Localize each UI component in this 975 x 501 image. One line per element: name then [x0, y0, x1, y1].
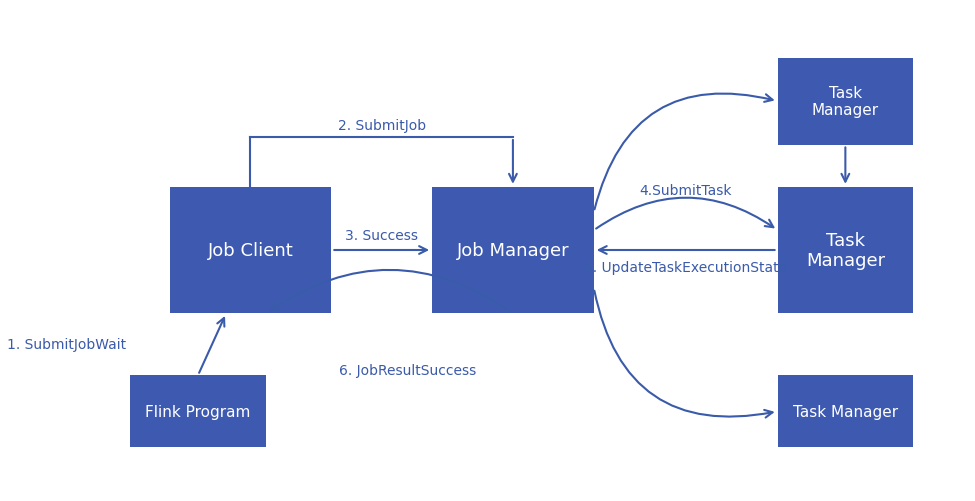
Text: Job Manager: Job Manager: [456, 241, 569, 260]
FancyBboxPatch shape: [170, 187, 332, 314]
Text: Job Client: Job Client: [208, 241, 293, 260]
Text: Task
Manager: Task Manager: [805, 231, 885, 270]
Text: 5. UpdateTaskExecutionState: 5. UpdateTaskExecutionState: [584, 261, 787, 275]
FancyBboxPatch shape: [777, 376, 914, 447]
Text: Flink Program: Flink Program: [145, 404, 251, 419]
FancyBboxPatch shape: [130, 376, 266, 447]
FancyBboxPatch shape: [777, 59, 914, 145]
Text: 4.SubmitTask: 4.SubmitTask: [640, 184, 732, 198]
FancyBboxPatch shape: [777, 187, 914, 314]
Text: 2. SubmitJob: 2. SubmitJob: [337, 118, 426, 132]
Text: Task Manager: Task Manager: [793, 404, 898, 419]
Text: 6. JobResultSuccess: 6. JobResultSuccess: [339, 364, 477, 378]
FancyBboxPatch shape: [432, 187, 594, 314]
Text: 3. Success: 3. Success: [345, 228, 418, 242]
Text: Task
Manager: Task Manager: [812, 86, 878, 118]
Text: 1. SubmitJobWait: 1. SubmitJobWait: [7, 338, 126, 352]
